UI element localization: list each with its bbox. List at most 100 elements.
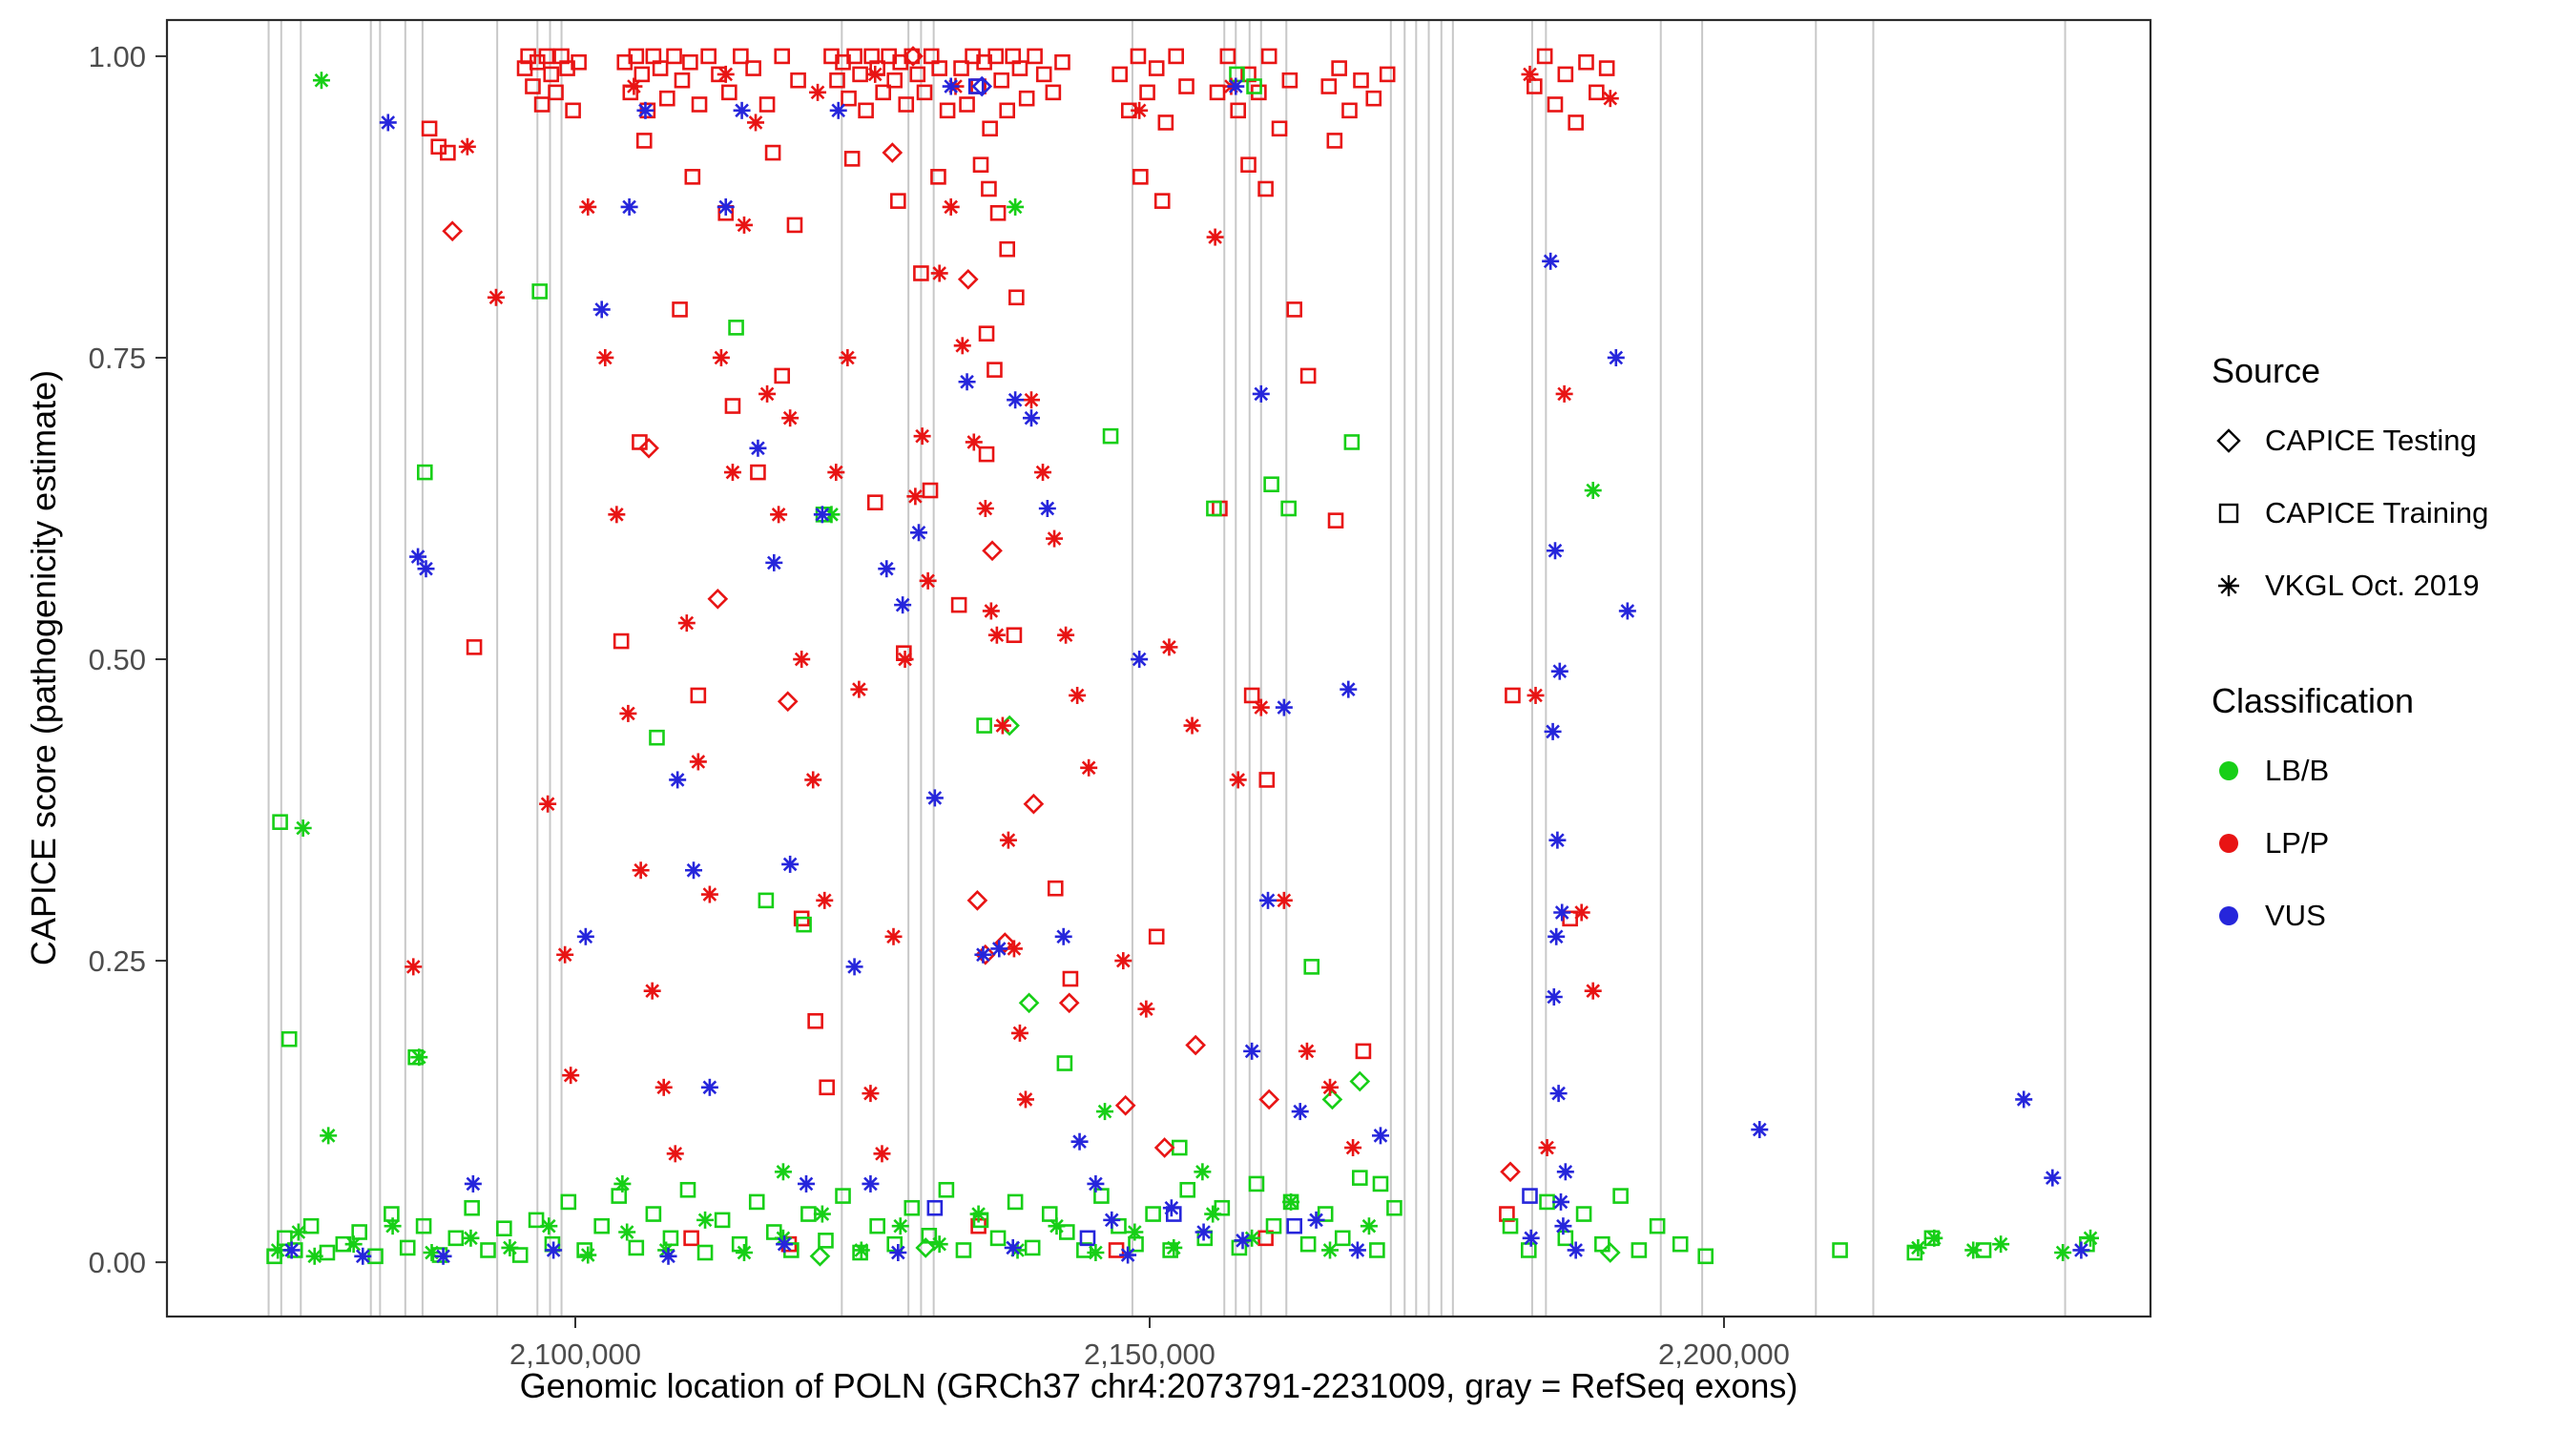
data-point [1307,1211,1325,1229]
data-point [434,1247,452,1265]
data-point [1258,1089,1280,1110]
data-point [747,114,765,132]
data-point [1148,60,1165,76]
data-point [807,1012,823,1029]
data-point [560,1193,577,1211]
data-point [1327,512,1344,529]
data-point [971,75,993,97]
data-point [891,1217,909,1235]
data-point [1035,66,1052,83]
data-point [1631,1242,1648,1258]
data-point [994,932,1016,953]
data-point [1195,1223,1213,1241]
data-point [305,1247,323,1265]
data-point [1139,84,1155,101]
legend-item-lpp: LP/P [2212,807,2565,880]
data-point [750,464,766,481]
data-point [1041,1206,1058,1222]
data-point [930,1235,948,1254]
data-point [282,1241,301,1259]
lpp-color-dot-icon [2219,834,2238,853]
data-point [930,169,946,185]
data-point [638,437,659,459]
data-point [1282,1192,1300,1211]
data-point [1229,771,1247,789]
data-point [1589,84,1605,101]
data-point [852,1241,870,1259]
data-point [852,66,868,83]
data-point [480,1242,496,1258]
data-point [1005,940,1023,958]
data-point [745,60,761,76]
data-point [421,120,438,137]
data-point [1992,1235,2010,1254]
data-point [674,72,691,89]
data-point [1521,65,1539,83]
data-point [781,855,800,873]
data-point [416,464,433,481]
data-point [685,861,703,880]
data-point [1056,1055,1073,1071]
data-point [987,362,1003,378]
data-point [608,506,626,524]
data-point [1925,1229,1943,1247]
data-point [858,102,874,119]
data-point [953,60,969,76]
data-point [733,48,749,65]
data-point [1502,1217,1519,1234]
data-point [1022,391,1040,409]
data-point [689,753,707,771]
data-point [399,1239,416,1256]
data-point [1286,301,1302,318]
data-point [628,1239,645,1256]
data-point [613,1174,632,1192]
data-point [1548,831,1567,849]
data-point [1214,1199,1231,1216]
data-point [1252,698,1270,716]
data-point [953,337,971,355]
data-point [764,144,781,161]
data-point [1054,53,1070,71]
data-point [1568,114,1584,131]
data-point [1751,1121,1769,1139]
data-point [1103,1211,1121,1229]
data-point [1194,1163,1212,1181]
data-point [1157,114,1174,131]
data-point [1018,992,1040,1014]
data-point [890,193,906,209]
data-point [919,571,937,590]
data-point [1601,90,1619,108]
y-tick-label: 0.50 [89,643,146,676]
data-point [1607,348,1625,366]
data-point [302,1217,320,1234]
data-point [976,717,992,734]
data-point [829,72,845,89]
data-point [1317,1206,1334,1222]
data-point [458,137,476,156]
data-point [636,101,654,119]
legend-item-label: LP/P [2265,826,2330,860]
data-point [886,72,904,89]
data-point [1697,1248,1714,1265]
data-point [1252,384,1270,403]
data-point [1058,992,1080,1014]
data-point [1131,651,1149,669]
data-point [1369,1242,1385,1258]
data-point [700,48,717,65]
data-point [1578,53,1594,71]
data-point [843,151,861,167]
data-point [809,1245,831,1267]
data-point [804,771,822,789]
data-point [1549,1085,1568,1103]
data-point [464,1174,482,1192]
data-point [717,197,735,216]
x-tick-label: 2,200,000 [1658,1338,1790,1371]
data-point [850,680,868,698]
data-point [925,789,944,807]
data-point [312,72,330,90]
data-point [556,945,574,964]
data-point [1230,102,1246,119]
data-point [1045,84,1062,101]
data-point [344,1235,363,1254]
data-point [700,885,718,903]
